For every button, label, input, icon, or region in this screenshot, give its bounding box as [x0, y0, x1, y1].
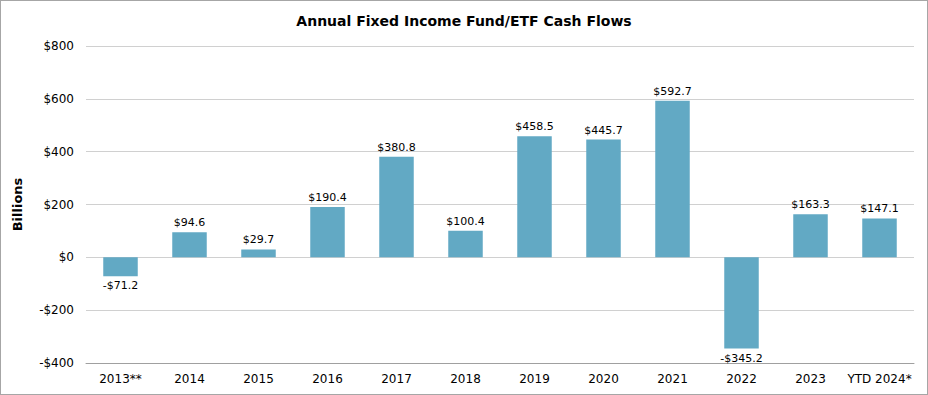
- svg-text:$592.7: $592.7: [653, 85, 692, 98]
- svg-text:2016: 2016: [312, 372, 343, 386]
- svg-text:2014: 2014: [174, 372, 205, 386]
- svg-text:$200: $200: [43, 198, 74, 212]
- svg-text:2021: 2021: [657, 372, 688, 386]
- svg-text:$147.1: $147.1: [860, 202, 899, 215]
- svg-text:2023: 2023: [795, 372, 826, 386]
- svg-text:$380.8: $380.8: [377, 141, 416, 154]
- svg-text:-$71.2: -$71.2: [103, 279, 138, 292]
- svg-text:$94.6: $94.6: [174, 216, 206, 229]
- svg-text:-$345.2: -$345.2: [720, 352, 762, 365]
- svg-text:2020: 2020: [588, 372, 619, 386]
- svg-text:2019: 2019: [519, 372, 550, 386]
- svg-text:$600: $600: [43, 92, 74, 106]
- svg-text:2017: 2017: [381, 372, 412, 386]
- svg-text:$0: $0: [59, 250, 74, 264]
- svg-text:-$200: -$200: [39, 303, 74, 317]
- svg-text:YTD 2024*: YTD 2024*: [846, 372, 911, 386]
- svg-text:2022: 2022: [726, 372, 757, 386]
- svg-text:$445.7: $445.7: [584, 124, 623, 137]
- svg-text:$100.4: $100.4: [446, 215, 485, 228]
- svg-text:$400: $400: [43, 145, 74, 159]
- svg-text:$29.7: $29.7: [243, 233, 275, 246]
- svg-text:$800: $800: [43, 39, 74, 53]
- svg-text:$163.3: $163.3: [791, 198, 830, 211]
- svg-text:$458.5: $458.5: [515, 120, 554, 133]
- svg-text:2015: 2015: [243, 372, 274, 386]
- svg-text:2018: 2018: [450, 372, 481, 386]
- svg-text:-$400: -$400: [39, 356, 74, 370]
- svg-text:Billions: Billions: [10, 177, 25, 231]
- svg-text:Annual Fixed Income Fund/ETF C: Annual Fixed Income Fund/ETF Cash Flows: [296, 13, 631, 29]
- svg-text:$190.4: $190.4: [308, 191, 347, 204]
- svg-text:2013**: 2013**: [99, 372, 142, 386]
